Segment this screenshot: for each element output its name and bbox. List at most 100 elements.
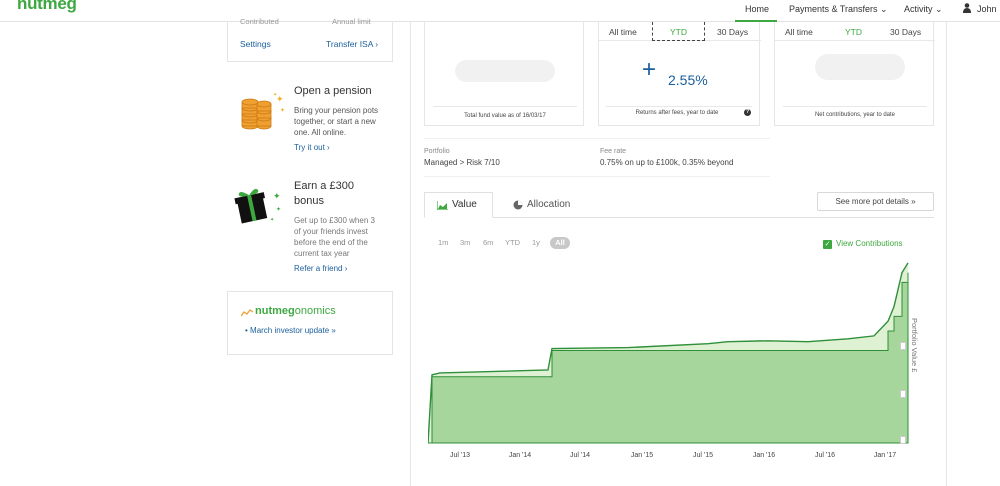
contributed-label: Contributed xyxy=(240,17,279,26)
svg-text:✦: ✦ xyxy=(273,191,281,201)
referral-description-line: Get up to £300 when 3 xyxy=(294,216,375,225)
y-axis-label: Portfolio Value £ xyxy=(910,318,919,373)
fund-value-card: Total fund value as of 16/03/17 xyxy=(424,22,584,126)
pension-title: Open a pension xyxy=(294,85,372,97)
pension-description-line: one. All online. xyxy=(294,128,347,137)
nutmeg-logo[interactable]: nutmeg xyxy=(17,0,77,13)
fee-rate-label: Fee rate xyxy=(600,148,627,155)
x-tick-label: Jul '15 xyxy=(692,452,714,459)
range-all[interactable]: All xyxy=(550,237,570,249)
coin-stack-icon: ✦ ✦ ✦ xyxy=(241,92,285,130)
x-tick-label: Jul '13 xyxy=(449,452,471,459)
referral-description-line: before the end of the xyxy=(294,238,368,247)
referral-description-line: current tax year xyxy=(294,249,350,258)
chart-scroll-handle[interactable] xyxy=(900,342,906,350)
range-3m[interactable]: 3m xyxy=(460,238,471,247)
nutmegonomics-brand-bold: nutmeg xyxy=(255,305,295,317)
chart-scroll-handle[interactable] xyxy=(900,390,906,398)
x-tick-label: Jan '15 xyxy=(630,452,654,459)
portfolio-value-chart xyxy=(428,262,909,444)
x-tick-label: Jul '14 xyxy=(569,452,591,459)
svg-text:✦: ✦ xyxy=(273,92,277,98)
referral-title-line: Earn a £300 xyxy=(294,180,354,192)
x-tick-label: Jul '16 xyxy=(814,452,836,459)
pension-description-line: together, or start a new xyxy=(294,117,376,126)
try-it-out-link[interactable]: Try it out › xyxy=(294,143,330,152)
contributions-area xyxy=(428,272,909,444)
tab-value[interactable]: Value xyxy=(424,192,493,218)
returns-sign: + xyxy=(642,56,657,83)
returns-caption: Returns after fees, year to date xyxy=(635,110,719,116)
view-contributions-label[interactable]: View Contributions xyxy=(836,239,903,248)
portfolio-label: Portfolio xyxy=(424,148,450,155)
nutmegonomics-brand: nutmegonomics xyxy=(255,305,336,317)
returns-all-time-tab[interactable]: All time xyxy=(609,27,637,37)
card-divider xyxy=(433,106,577,107)
segment-divider xyxy=(775,40,935,41)
nutmegonomics-brand-light: onomics xyxy=(294,305,336,317)
see-more-pot-details-button[interactable]: See more pot details » xyxy=(817,192,934,211)
referral-title-line: bonus xyxy=(294,195,324,207)
range-6m[interactable]: 6m xyxy=(483,238,494,247)
gift-icon: ✦ ✦ ✦ xyxy=(234,188,281,224)
x-tick-label: Jan '16 xyxy=(752,452,776,459)
march-investor-update-link[interactable]: • March investor update » xyxy=(245,326,336,335)
returns-30-days-tab[interactable]: 30 Days xyxy=(717,27,749,37)
svg-text:✦: ✦ xyxy=(280,107,285,114)
returns-card xyxy=(598,22,761,126)
contributions-caption: Net contributions, year to date xyxy=(814,112,896,118)
tab-allocation-label: Allocation xyxy=(527,199,571,210)
nav-user-john[interactable]: John xyxy=(977,4,997,14)
svg-text:✦: ✦ xyxy=(276,94,284,104)
refer-a-friend-link[interactable]: Refer a friend › xyxy=(294,264,348,273)
svg-text:✦: ✦ xyxy=(270,217,274,223)
x-tick-label: Jan '14 xyxy=(508,452,532,459)
top-navigation: nutmeg Home Payments & Transfers ⌄ Activ… xyxy=(0,0,1000,22)
card-divider xyxy=(783,106,927,107)
pension-description-line: Bring your pension pots xyxy=(294,106,379,115)
portfolio-value: Managed > Risk 7/10 xyxy=(424,158,500,167)
user-icon[interactable] xyxy=(963,3,971,13)
contributions-ytd-tab[interactable]: YTD xyxy=(845,27,862,37)
returns-ytd-tab[interactable]: YTD xyxy=(670,27,687,37)
area-chart-icon xyxy=(437,201,448,210)
value-line xyxy=(428,262,909,444)
fund-value-caption: Total fund value as of 16/03/17 xyxy=(464,113,546,119)
nutmegonomics-card: nutmegonomics • March investor update » xyxy=(227,291,393,355)
chart-tabs-baseline xyxy=(424,217,934,218)
fee-rate-value: 0.75% on up to £100k, 0.35% beyond xyxy=(600,158,734,167)
annual-limit-label: Annual limit xyxy=(332,17,371,26)
referral-title: Earn a £300 bonus xyxy=(294,179,354,209)
referral-description-line: of your friends invest xyxy=(294,227,368,236)
view-contributions-checkbox[interactable]: ✓ xyxy=(823,240,832,249)
nav-payments-transfers[interactable]: Payments & Transfers ⌄ xyxy=(789,4,888,14)
contributions-card: Net contributions, year to date xyxy=(774,22,935,126)
content-left-border xyxy=(410,22,411,486)
x-tick-label: Jan '17 xyxy=(873,452,897,459)
returns-ytd-tab-focus xyxy=(652,22,705,41)
range-1y[interactable]: 1y xyxy=(532,238,540,247)
portfolio-divider xyxy=(424,138,770,139)
isa-summary-card: Contributed Annual limit Settings Transf… xyxy=(227,17,393,62)
contributions-30-days-tab[interactable]: 30 Days xyxy=(890,27,922,37)
contributions-all-time-tab[interactable]: All time xyxy=(785,27,813,37)
nav-home[interactable]: Home xyxy=(745,4,770,14)
returns-value: 2.55% xyxy=(668,72,708,88)
trend-line-icon xyxy=(241,309,254,317)
settings-link[interactable]: Settings xyxy=(240,39,271,49)
fund-value-redacted xyxy=(455,60,555,82)
range-ytd[interactable]: YTD xyxy=(505,238,520,247)
range-1m[interactable]: 1m xyxy=(438,238,449,247)
pie-chart-icon xyxy=(513,200,523,210)
portfolio-divider xyxy=(424,176,770,177)
transfer-isa-link[interactable]: Transfer ISA › xyxy=(326,39,379,49)
nav-activity[interactable]: Activity ⌄ xyxy=(904,4,943,14)
pension-description: Bring your pension pots together, or sta… xyxy=(294,105,378,138)
card-divider xyxy=(606,106,752,107)
chart-scroll-handle[interactable] xyxy=(900,436,906,444)
content-right-border xyxy=(946,22,947,486)
help-icon[interactable]: ? xyxy=(744,109,751,116)
referral-description: Get up to £300 when 3 of your friends in… xyxy=(294,215,375,259)
contributions-redacted xyxy=(815,54,905,80)
nav-active-indicator xyxy=(735,20,777,22)
